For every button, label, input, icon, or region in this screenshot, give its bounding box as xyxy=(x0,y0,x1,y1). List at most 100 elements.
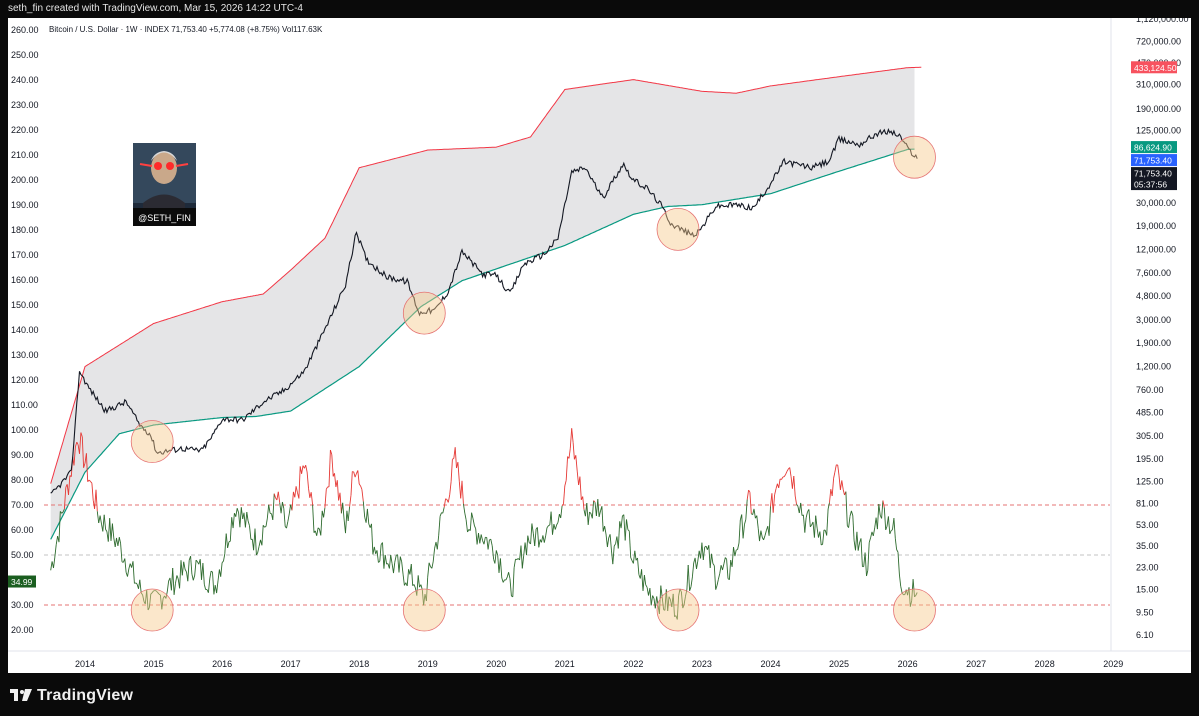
oscillator-segment xyxy=(741,514,744,539)
oscillator-segment xyxy=(548,524,551,527)
oscillator-segment xyxy=(320,510,323,536)
oscillator-segment xyxy=(521,555,525,569)
oscillator-segment xyxy=(571,428,574,443)
x-axis-tick: 2023 xyxy=(692,659,712,669)
oscillator-segment xyxy=(546,525,549,528)
left-axis-tick: 220.00 xyxy=(11,125,39,135)
oscillator-segment xyxy=(642,575,645,591)
oscillator-bottom-highlight xyxy=(656,588,700,632)
upper-band-price-label: 433,124.50 xyxy=(1131,61,1177,74)
right-axis-tick: 6.10 xyxy=(1136,630,1154,640)
oscillator-segment xyxy=(398,556,401,573)
oscillator-segment xyxy=(512,567,515,597)
oscillator-segment xyxy=(556,522,559,526)
oscillator-segment xyxy=(591,500,595,519)
oscillator-segment xyxy=(715,585,718,590)
x-axis-tick: 2025 xyxy=(829,659,849,669)
oscillator-bottom-highlight xyxy=(893,588,936,632)
oscillator-segment xyxy=(864,552,867,577)
oscillator-segment xyxy=(552,524,555,535)
oscillator-segment xyxy=(833,472,836,479)
oscillator-segment xyxy=(702,547,706,560)
oscillator-segment xyxy=(564,480,567,487)
oscillator-segment xyxy=(772,494,776,513)
oscillator-segment xyxy=(127,568,130,577)
oscillator-segment xyxy=(390,554,393,564)
x-axis-tick: 2024 xyxy=(760,659,780,669)
oscillator-segment xyxy=(526,535,529,556)
oscillator-segment xyxy=(358,483,361,487)
last-price-label-box xyxy=(1131,167,1177,180)
oscillator-segment xyxy=(646,587,649,596)
oscillator-segment xyxy=(190,556,193,575)
oscillator-segment xyxy=(111,523,115,538)
oscillator-segment xyxy=(860,538,863,567)
oscillator-segment xyxy=(240,507,244,520)
avatar-caption: @SETH_FIN xyxy=(138,213,191,223)
oscillator-segment xyxy=(68,475,71,496)
oscillator-segment xyxy=(624,519,627,541)
oscillator-segment xyxy=(889,530,892,535)
oscillator-segment xyxy=(413,584,416,589)
oscillator-segment xyxy=(225,533,229,548)
x-axis-tick: 2026 xyxy=(898,659,918,669)
tradingview-brand-name: TradingView xyxy=(37,687,134,704)
oscillator-segment xyxy=(120,543,123,562)
oscillator-value-box xyxy=(8,575,36,588)
oscillator-segment xyxy=(634,550,637,561)
oscillator-segment xyxy=(612,546,615,565)
tradingview-logo[interactable]: TradingView xyxy=(10,685,133,707)
oscillator-segment xyxy=(775,483,778,489)
oscillator-segment xyxy=(342,502,345,520)
oscillator-segment xyxy=(543,535,547,543)
laser-eye-left-icon xyxy=(154,162,162,170)
oscillator-segment xyxy=(786,468,789,472)
oscillator-segment xyxy=(746,490,750,500)
oscillator-segment xyxy=(554,524,558,530)
oscillator-segment xyxy=(486,537,489,550)
oscillator-segment xyxy=(312,504,315,533)
oscillator-segment xyxy=(194,560,197,576)
oscillator-segment xyxy=(883,507,887,530)
oscillator-segment xyxy=(371,523,374,555)
chart-svg[interactable]: 260.00 250.00 240.00 230.00 220.00 210.00 200.… xyxy=(8,14,1191,673)
oscillator-segment xyxy=(668,596,671,600)
oscillator-segment xyxy=(713,565,717,590)
oscillator-segment xyxy=(771,493,774,513)
right-axis-tick: 1,900.00 xyxy=(1136,338,1171,348)
oscillator-segment xyxy=(373,546,377,554)
oscillator-segment xyxy=(550,511,553,535)
oscillator-segment xyxy=(50,561,53,571)
oscillator-segment xyxy=(118,537,122,544)
oscillator-segment xyxy=(530,523,533,544)
oscillator-segment xyxy=(79,432,82,454)
oscillator-segment xyxy=(210,570,213,573)
oscillator-segment xyxy=(620,515,623,529)
oscillator-segment xyxy=(802,514,806,533)
oscillator-segment xyxy=(324,489,327,508)
oscillator-segment xyxy=(128,563,131,569)
oscillator-segment xyxy=(804,517,807,533)
oscillator-segment xyxy=(301,465,304,474)
oscillator-segment xyxy=(606,537,610,548)
oscillator-segment xyxy=(645,584,648,588)
right-axis-tick: 30,000.00 xyxy=(1136,198,1176,208)
left-axis-tick: 100.00 xyxy=(11,425,39,435)
left-axis-tick: 180.00 xyxy=(11,225,39,235)
oscillator-segment xyxy=(328,449,331,487)
oscillator-segment xyxy=(277,491,281,503)
chart-area[interactable]: 260.00 250.00 240.00 230.00 220.00 210.00 200.… xyxy=(8,14,1191,673)
oscillator-segment xyxy=(823,529,826,531)
oscillator-segment xyxy=(658,585,662,614)
oscillator-segment xyxy=(85,453,89,482)
oscillator-segment xyxy=(236,508,240,513)
oscillator-layer xyxy=(50,428,918,620)
x-axis-tick: 2016 xyxy=(212,659,232,669)
oscillator-segment xyxy=(91,483,94,501)
oscillator-segment xyxy=(890,529,893,532)
left-axis-tick: 240.00 xyxy=(11,75,39,85)
oscillator-segment xyxy=(719,565,722,574)
oscillator-segment xyxy=(491,545,495,560)
oscillator-segment xyxy=(734,549,737,557)
oscillator-segment xyxy=(774,488,777,496)
